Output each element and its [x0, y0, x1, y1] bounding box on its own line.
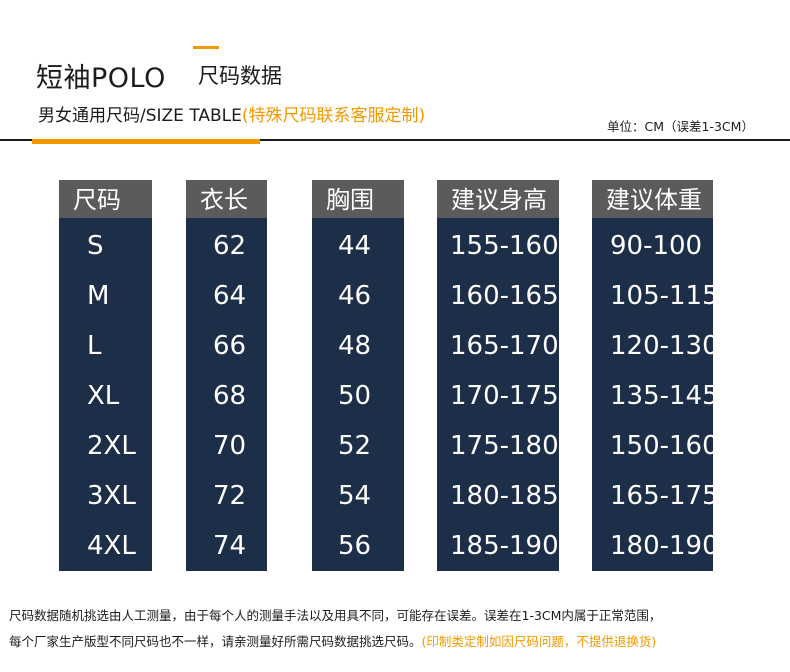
cell-size: L	[87, 331, 102, 361]
cell-size: 4XL	[87, 531, 136, 561]
cell-weight: 180-190	[610, 531, 719, 561]
cell-weight: 120-130	[610, 331, 719, 361]
accent-bar-top	[193, 46, 219, 49]
cell-height: 170-175	[450, 381, 559, 411]
footer-line-2-text: 每个厂家生产版型不同尺码也不一样，请亲测量好所需尺码数据挑选尺码。	[9, 634, 422, 649]
cell-size: 3XL	[87, 481, 136, 511]
cell-height: 180-185	[450, 481, 559, 511]
cell-chest: 56	[338, 531, 372, 561]
cell-weight: 105-115	[610, 281, 719, 311]
column-header-length: 衣长	[186, 180, 267, 218]
cell-chest: 44	[338, 231, 372, 261]
cell-length: 72	[213, 481, 247, 511]
divider-accent	[32, 139, 260, 144]
cell-height: 160-165	[450, 281, 559, 311]
cell-chest: 54	[338, 481, 372, 511]
cell-size: M	[87, 281, 110, 311]
cell-size: 2XL	[87, 431, 136, 461]
cell-chest: 50	[338, 381, 372, 411]
cell-length: 62	[213, 231, 247, 261]
cell-weight: 90-100	[610, 231, 703, 261]
cell-size: XL	[87, 381, 120, 411]
cell-length: 66	[213, 331, 247, 361]
subtitle-note: (特殊尺码联系客服定制)	[241, 106, 426, 126]
column-size: 尺码 S M L XL 2XL 3XL 4XL	[59, 180, 152, 571]
footer-line-1: 尺码数据随机挑选由人工测量，由于每个人的测量手法以及用具不同，可能存在误差。误差…	[9, 608, 662, 623]
column-chest: 胸围 44 46 48 50 52 54 56	[312, 180, 404, 571]
cell-weight: 165-175	[610, 481, 719, 511]
column-header-size: 尺码	[59, 180, 152, 218]
cell-height: 155-160	[450, 231, 559, 261]
cell-chest: 46	[338, 281, 372, 311]
column-header-chest: 胸围	[312, 180, 404, 218]
page-title-sub: 尺码数据	[198, 64, 282, 88]
column-header-weight: 建议体重	[592, 180, 713, 218]
footer-line-2: 每个厂家生产版型不同尺码也不一样，请亲测量好所需尺码数据挑选尺码。(印制类定制如…	[9, 631, 656, 650]
column-header-height: 建议身高	[437, 180, 559, 218]
cell-weight: 150-160	[610, 431, 719, 461]
cell-height: 175-180	[450, 431, 559, 461]
cell-length: 64	[213, 281, 247, 311]
column-weight: 建议体重 90-100 105-115 120-130 135-145 150-160 16…	[592, 180, 719, 571]
unit-label: 单位：CM（误差1-3CM）	[607, 119, 754, 134]
subtitle: 男女通用尺码/SIZE TABLE(特殊尺码联系客服定制)	[38, 101, 425, 126]
subtitle-text: 男女通用尺码/SIZE TABLE	[38, 106, 242, 126]
cell-chest: 52	[338, 431, 372, 461]
cell-weight: 135-145	[610, 381, 719, 411]
column-height: 建议身高 155-160 160-165 165-170 170-175 175-180 1…	[437, 180, 559, 571]
page-title: 短袖POLO	[36, 63, 166, 94]
divider	[0, 139, 790, 141]
cell-height: 165-170	[450, 331, 559, 361]
cell-length: 68	[213, 381, 247, 411]
cell-length: 70	[213, 431, 247, 461]
footer-note: (印制类定制如因尺码问题，不提供退换货)	[421, 634, 657, 649]
cell-size: S	[87, 231, 104, 261]
cell-chest: 48	[338, 331, 372, 361]
cell-height: 185-190	[450, 531, 559, 561]
column-length: 衣长 62 64 66 68 70 72 74	[186, 180, 267, 571]
cell-length: 74	[213, 531, 247, 561]
